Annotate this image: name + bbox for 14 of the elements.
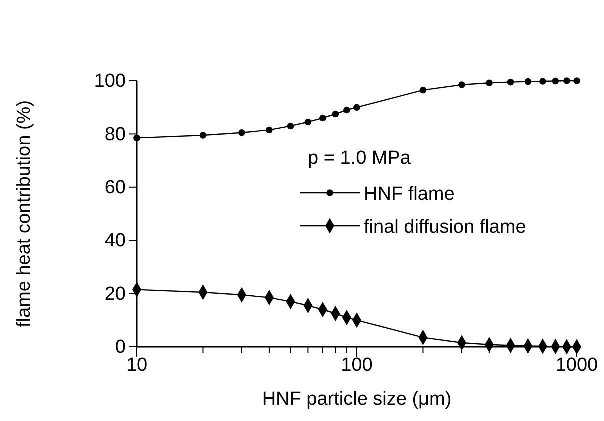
x-tick-label: 10	[126, 354, 148, 376]
y-tick-label: 60	[104, 177, 126, 198]
x-tick-label: 100	[341, 354, 373, 376]
legend-title: p = 1.0 MPa	[308, 148, 412, 169]
legend-label: final diffusion flame	[364, 217, 526, 238]
y-tick-label: 80	[104, 124, 126, 146]
legend-label: HNF flame	[364, 184, 455, 205]
x-tick-label: 1000	[556, 354, 598, 376]
y-tick-label: 100	[94, 71, 126, 92]
y-tick-label: 20	[104, 284, 126, 305]
y-axis-title: flame heat contribution (%)	[14, 100, 35, 328]
x-axis-title: HNF particle size (μm)	[262, 389, 452, 410]
y-tick-label: 0	[115, 337, 126, 358]
y-tick-label: 40	[104, 230, 126, 252]
